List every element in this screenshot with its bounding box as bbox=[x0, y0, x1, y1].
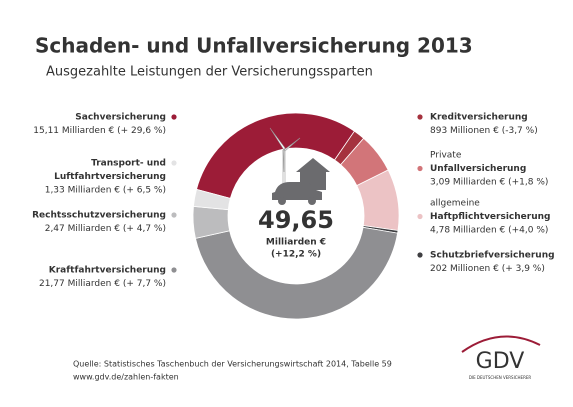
legend-dot bbox=[171, 114, 177, 120]
value-label: 4,78 Milliarden € (+4,0 %) bbox=[430, 226, 548, 236]
logo-arc bbox=[461, 335, 541, 353]
legend-dot bbox=[417, 114, 423, 120]
legend-prefix: Private bbox=[430, 151, 462, 161]
total-value: 49,65 bbox=[258, 206, 334, 234]
legend-label: Rechtsschutzversicherung bbox=[32, 211, 166, 221]
legend-dot bbox=[171, 160, 177, 166]
value-label: 3,09 Milliarden € (+1,8 %) bbox=[430, 178, 548, 188]
legend-label: Unfallversicherung bbox=[430, 164, 526, 174]
donut-slice bbox=[194, 226, 399, 320]
donut bbox=[192, 112, 400, 320]
value-label: 2,47 Milliarden € (+ 4,7 %) bbox=[45, 224, 166, 234]
legend-label: Kreditversicherung bbox=[430, 113, 528, 123]
value-label: 202 Millionen € (+ 3,9 %) bbox=[430, 264, 545, 274]
legend-label: Haftpflichtversicherung bbox=[430, 212, 550, 222]
logo-tagline: DIE DEUTSCHEN VERSICHERER bbox=[469, 375, 532, 380]
legend-dot bbox=[171, 212, 177, 218]
legend-label: Schutzbriefversicherung bbox=[430, 251, 555, 261]
legend-prefix: allgemeine bbox=[430, 199, 480, 209]
legend-dot bbox=[417, 252, 423, 258]
value-label: 1,33 Milliarden € (+ 6,5 %) bbox=[45, 186, 166, 196]
legend-label: Luftfahrtversicherung bbox=[54, 172, 166, 182]
donut-slice bbox=[193, 188, 231, 211]
legend-dot bbox=[417, 165, 423, 172]
value-label: 893 Millionen € (-3,7 %) bbox=[430, 126, 538, 136]
source: Quelle: Statistisches Taschenbuch der Ve… bbox=[73, 360, 392, 369]
legend-dot bbox=[171, 267, 177, 273]
chart-subtitle: Ausgezahlte Leistungen der Versicherungs… bbox=[46, 65, 373, 80]
donut-slice bbox=[196, 112, 355, 199]
legend-label: Kraftfahrtversicherung bbox=[49, 266, 166, 276]
total-change: (+12,2 %) bbox=[271, 250, 321, 260]
logo-name: GDV bbox=[476, 349, 525, 374]
legend-label: Transport- und bbox=[91, 159, 166, 169]
chart-title: Schaden- und Unfallversicherung 2013 bbox=[35, 34, 473, 58]
total-unit: Milliarden € bbox=[266, 238, 326, 248]
value-label: 21,77 Milliarden € (+ 7,7 %) bbox=[39, 279, 166, 289]
legend-label: Sachversicherung bbox=[75, 113, 166, 123]
value-label: 15,11 Milliarden € (+ 29,6 %) bbox=[33, 126, 166, 136]
legend-dot bbox=[417, 213, 423, 220]
source: www.gdv.de/zahlen-fakten bbox=[73, 373, 179, 382]
center-icons bbox=[269, 127, 330, 205]
